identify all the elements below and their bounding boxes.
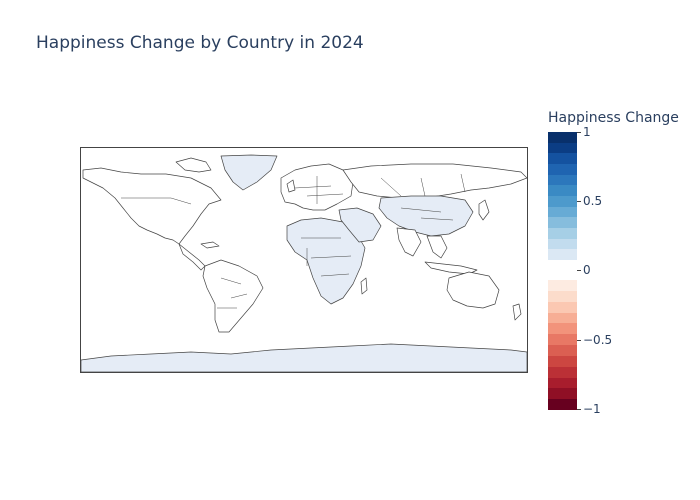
colorbar-segment [548,334,577,346]
country-greenland [220,154,278,191]
world-map-svg [81,154,527,372]
colorbar-segment [548,355,577,368]
colorbar-tick-label-neg-0-5: −0.5 [583,333,613,347]
colorbar-segment [548,174,577,186]
country-madagascar [360,277,368,295]
colorbar-segment [548,249,577,261]
country-southeast-asia [426,235,448,259]
colorbar-segment [548,377,577,389]
country-canada-islands [175,157,212,173]
country-indonesia [424,261,478,275]
colorbar-tick [577,201,581,202]
colorbar-positive [548,132,577,261]
country-new-zealand [512,303,522,321]
colorbar-segment [548,238,577,250]
world-map[interactable] [80,147,528,373]
colorbar-segment [548,290,577,303]
colorbar-title: Happiness Change [548,110,679,126]
country-uk [286,179,296,193]
colorbar-tick-label-neg-1: −1 [583,402,601,416]
chart-title: Happiness Change by Country in 2024 [36,33,364,53]
colorbar-segment [548,301,577,313]
colorbar-tick [577,270,581,271]
colorbar-segment [548,217,577,229]
colorbar-segment [548,206,577,218]
country-south-america [202,259,264,333]
country-africa [286,217,366,305]
country-north-america [82,167,222,245]
country-caribbean [200,241,220,249]
colorbar-tick-label-0: 0 [583,263,591,277]
country-india [396,227,422,257]
colorbar-segment [548,312,577,324]
country-japan [478,199,490,221]
colorbar-segment [548,185,577,197]
colorbar-tick-label-1: 1 [583,125,591,139]
colorbar-segment [548,323,577,335]
colorbar-segment [548,345,577,357]
colorbar-tick [577,409,581,410]
colorbar-segment [548,196,577,208]
colorbar-segment [548,132,577,144]
colorbar-segment [548,142,577,154]
country-antarctica [81,343,527,372]
country-russia [342,163,527,199]
colorbar-tick-label-0-5: 0.5 [583,194,603,208]
country-middle-east [338,207,382,243]
colorbar-tick [577,132,581,133]
colorbar-segment [548,399,577,411]
colorbar-segment [548,228,577,240]
colorbar-tick [577,340,581,341]
colorbar-negative [548,280,577,411]
country-central-america [178,243,206,271]
colorbar-segment [548,164,577,176]
colorbar-segment [548,280,577,292]
country-china [378,195,474,237]
colorbar-segment [548,366,577,378]
colorbar-segment [548,153,577,165]
country-australia [446,271,500,309]
colorbar-segment [548,388,577,400]
